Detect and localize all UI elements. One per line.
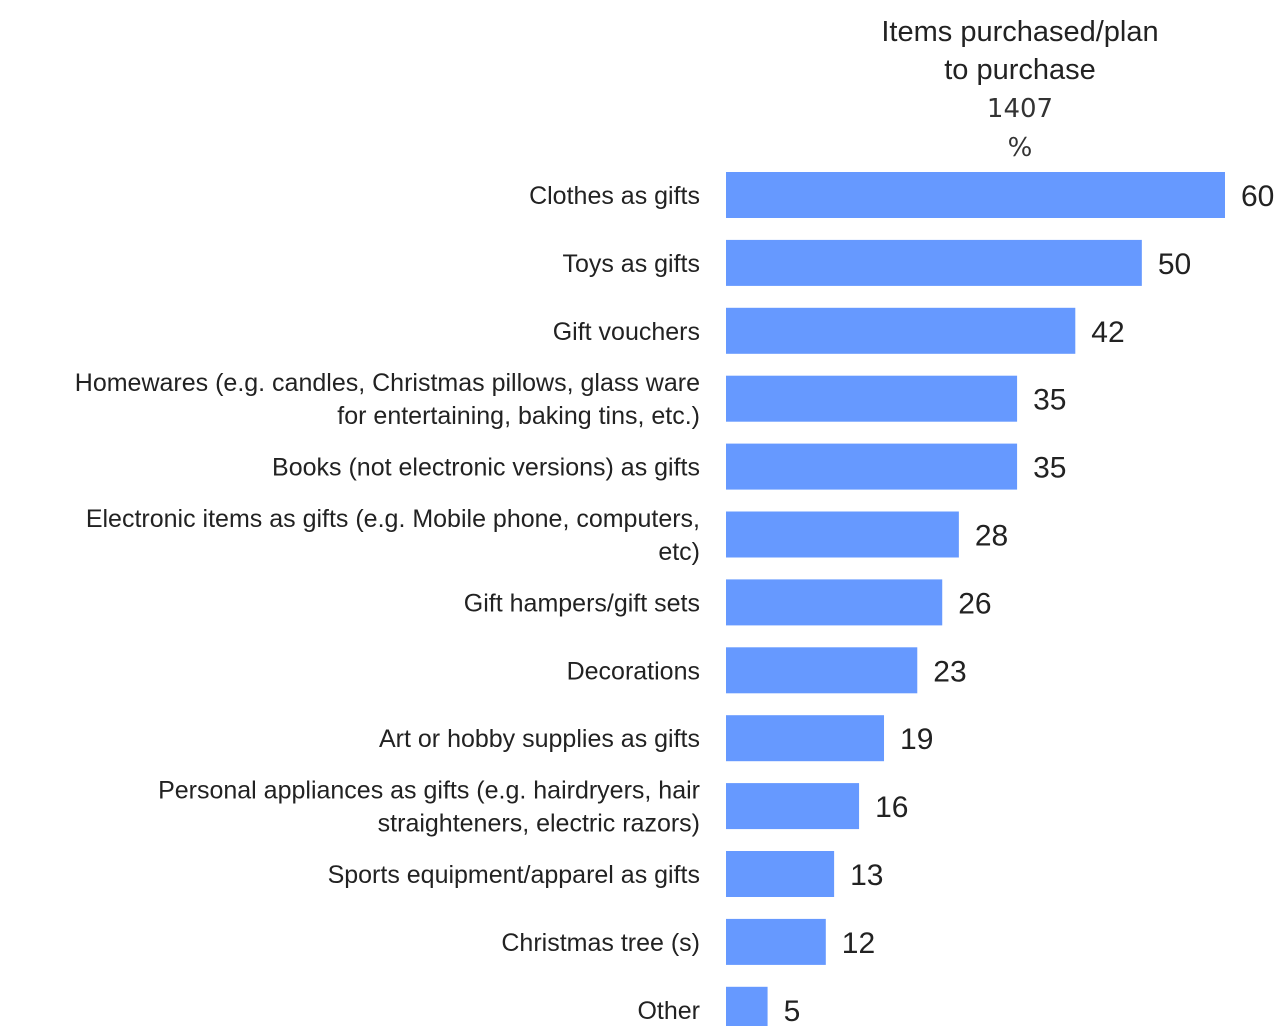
category-label: Homewares (e.g. candles, Christmas pillo… bbox=[75, 369, 700, 397]
data-label: 13 bbox=[850, 859, 883, 892]
category-label: etc) bbox=[658, 538, 700, 566]
category-label: Art or hobby supplies as gifts bbox=[379, 725, 700, 753]
bar bbox=[726, 375, 1018, 422]
category-label: Gift vouchers bbox=[553, 318, 700, 346]
data-label: 19 bbox=[900, 723, 933, 756]
category-label: Toys as gifts bbox=[562, 250, 700, 278]
category-label: Personal appliances as gifts (e.g. haird… bbox=[158, 777, 700, 805]
category-label: Clothes as gifts bbox=[529, 182, 700, 210]
header-title-line: Items purchased/plan bbox=[881, 16, 1158, 48]
header-base-count: 1407 bbox=[987, 94, 1053, 124]
bar bbox=[726, 239, 1142, 286]
category-label: Gift hampers/gift sets bbox=[464, 589, 700, 617]
data-label: 60 bbox=[1241, 180, 1274, 213]
header-unit: % bbox=[1008, 133, 1033, 163]
data-label: 35 bbox=[1033, 452, 1066, 485]
category-label: Christmas tree (s) bbox=[501, 929, 700, 957]
data-label: 26 bbox=[958, 587, 991, 620]
bar bbox=[726, 715, 885, 762]
data-label: 50 bbox=[1158, 248, 1191, 281]
bar bbox=[726, 307, 1076, 354]
bars bbox=[726, 172, 1225, 1026]
data-label: 23 bbox=[933, 655, 966, 688]
data-label: 35 bbox=[1033, 384, 1066, 417]
category-label: Books (not electronic versions) as gifts bbox=[272, 454, 700, 482]
category-label: Electronic items as gifts (e.g. Mobile p… bbox=[86, 505, 700, 533]
bar bbox=[726, 647, 918, 694]
data-label: 16 bbox=[875, 791, 908, 824]
bar bbox=[726, 579, 943, 626]
data-label: 28 bbox=[975, 520, 1008, 553]
data-label: 42 bbox=[1091, 316, 1124, 349]
bar bbox=[726, 511, 959, 558]
bar bbox=[726, 851, 835, 897]
category-label: straighteners, electric razors) bbox=[378, 810, 700, 838]
header-title-line: to purchase bbox=[944, 54, 1096, 86]
data-label: 12 bbox=[842, 927, 875, 960]
bar bbox=[726, 783, 860, 830]
bar bbox=[726, 986, 768, 1026]
bar bbox=[726, 443, 1018, 490]
data-label: 5 bbox=[784, 995, 801, 1026]
category-labels: Clothes as gifts Toys as gifts Gift vouche… bbox=[75, 182, 700, 1025]
bar bbox=[726, 172, 1225, 218]
category-label: Other bbox=[637, 997, 700, 1025]
column-header: Items purchased/plan to purchase 1407% bbox=[881, 16, 1158, 163]
category-label: Decorations bbox=[567, 657, 700, 685]
category-label: for entertaining, baking tins, etc.) bbox=[337, 402, 700, 430]
category-label: Sports equipment/apparel as gifts bbox=[328, 861, 700, 889]
bar bbox=[726, 918, 826, 965]
data-labels: 60 50 42 35 35 28 26 23 19 16 13 12 5 bbox=[784, 180, 1275, 1026]
